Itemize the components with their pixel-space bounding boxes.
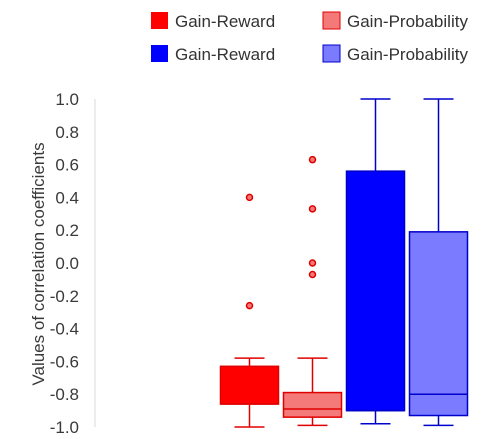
outlier-point	[308, 155, 317, 164]
box-group-3	[345, 98, 406, 425]
outlier-point	[308, 270, 317, 279]
legend-swatch-3	[151, 45, 168, 62]
y-tick-label: 0.0	[55, 254, 79, 273]
box-group-1	[219, 193, 280, 428]
y-axis-title: Values of correlation coefficients	[29, 142, 48, 385]
outlier-point	[245, 193, 254, 202]
box-iqr	[345, 170, 406, 412]
outlier-point	[308, 259, 317, 267]
y-tick-label: 0.2	[55, 221, 79, 240]
outlier-point	[308, 205, 317, 213]
legend-swatch-1	[151, 12, 168, 29]
box-iqr	[219, 365, 280, 405]
legend-label-4: Gain-Probability	[347, 45, 468, 64]
legend: Gain-Reward Gain-Probability Gain-Reward…	[151, 11, 468, 64]
y-axis-ticks: 1.0 0.8 0.6 0.4 0.2 0.0 -0.2 -0.4 -0.6 -0.8 -1.0	[50, 90, 79, 437]
boxes	[219, 98, 469, 428]
legend-swatch-2	[322, 11, 341, 30]
y-tick-label: -0.4	[50, 320, 79, 339]
y-tick-label: 1.0	[55, 90, 79, 109]
y-tick-label: -0.8	[50, 385, 79, 404]
y-tick-label: 0.4	[55, 188, 79, 207]
box-iqr	[408, 231, 469, 417]
y-tick-label: -0.6	[50, 352, 79, 371]
y-tick-label: -0.2	[50, 287, 79, 306]
box-iqr	[282, 391, 343, 418]
y-tick-label: 0.8	[55, 123, 79, 142]
legend-label-3: Gain-Reward	[175, 45, 275, 64]
legend-swatch-4	[322, 44, 341, 63]
box-group-2	[282, 155, 343, 427]
y-tick-label: 0.6	[55, 156, 79, 175]
outlier-point	[245, 301, 254, 310]
legend-label-2: Gain-Probability	[347, 12, 468, 31]
box-group-4	[408, 98, 469, 427]
y-tick-label: -1.0	[50, 418, 79, 437]
legend-label-1: Gain-Reward	[175, 12, 275, 31]
